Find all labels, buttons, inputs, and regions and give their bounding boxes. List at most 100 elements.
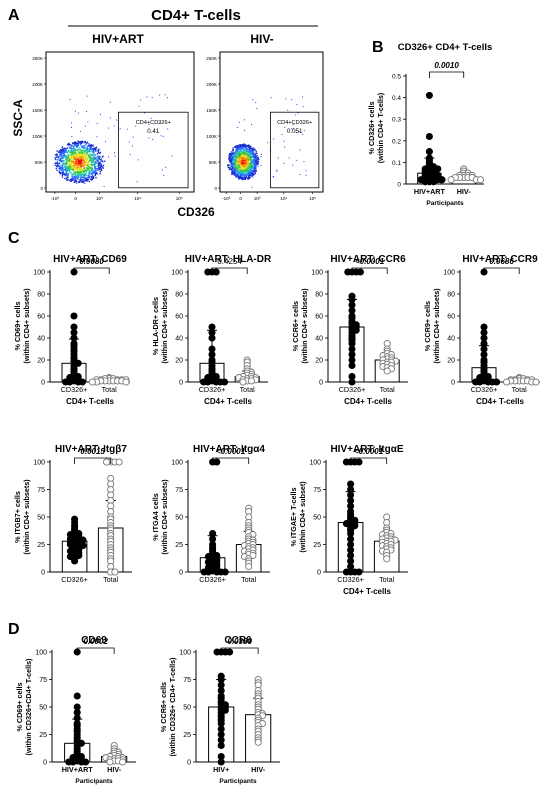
flow-event-dot: [237, 157, 240, 160]
flow-event-dot: [235, 153, 237, 156]
flow-event-dot: [79, 144, 82, 146]
chart-c1: HIV+ART: CD69 0 20 40 60 80 100 % CD69+ cells (w…: [13, 254, 130, 406]
flow-event-dot: [236, 149, 238, 151]
flow-event-dot: [276, 170, 278, 172]
flow-event-dot: [164, 94, 166, 96]
flow-event-dot: [75, 152, 77, 154]
flow-event-dot: [248, 151, 250, 154]
flow-event-dot: [92, 145, 94, 147]
flow-event-dot: [63, 163, 65, 165]
flow-event-dot: [79, 159, 82, 161]
panel-a-group-hiv-neg: HIV-: [250, 32, 273, 46]
flow-event-dot: [98, 164, 100, 167]
flow-event-dot: [77, 168, 80, 170]
flow-event-dot: [88, 143, 90, 145]
flow-event-dot: [84, 183, 86, 184]
flow-event-dot: [85, 169, 88, 172]
flow-event-dot: [64, 166, 66, 168]
flow-event-dot: [81, 155, 83, 157]
flow-event-dot: [243, 158, 245, 160]
flow-event-dot: [74, 173, 77, 175]
flow-event-dot: [253, 164, 256, 166]
flow-event-dot: [92, 160, 94, 162]
x-category-label: Total: [241, 575, 257, 584]
y-tick-label: 0: [319, 380, 323, 387]
flow-event-dot: [71, 177, 73, 180]
flow-event-dot: [255, 163, 257, 166]
flow-event-dot: [82, 164, 85, 166]
flow-event-dot: [65, 175, 68, 177]
flow-event-dot: [235, 148, 237, 151]
flow-event-dot: [63, 169, 66, 171]
flow-event-dot: [249, 163, 251, 166]
flow-event-dot: [253, 167, 256, 169]
flow-event-dot: [79, 174, 81, 177]
flow-event-dot: [62, 152, 64, 155]
flow-event-dot: [93, 159, 95, 161]
flow-event-dot: [69, 171, 72, 174]
flow-event-dot: [171, 155, 173, 157]
flow-event-dot: [234, 162, 237, 164]
flow-event-dot: [84, 170, 86, 173]
flow-event-dot: [277, 157, 279, 159]
flow-event-dot: [231, 173, 233, 175]
flow-event-dot: [77, 162, 79, 165]
flow-event-dot: [56, 156, 58, 158]
flow-event-dot: [85, 143, 87, 146]
flow-event-dot: [90, 158, 93, 160]
flow-event-dot: [61, 173, 64, 175]
flow-event-dot: [59, 171, 62, 174]
flow-event-dot: [292, 164, 294, 166]
flow-gate: [270, 111, 320, 189]
flow-event-dot: [66, 168, 68, 170]
flow-event-dot: [243, 155, 245, 157]
data-point: [438, 176, 446, 184]
flow-event-dot: [62, 154, 65, 156]
flow-event-dot: [252, 152, 254, 154]
flow-event-dot: [283, 162, 285, 164]
flow-event-dot: [61, 160, 63, 162]
y-tick-label: 0: [179, 570, 183, 577]
flow-event-dot: [101, 160, 103, 162]
flow-event-dot: [93, 147, 95, 149]
flow-event-dot: [298, 131, 300, 132]
flow-event-dot: [273, 138, 275, 140]
flow-event-dot: [240, 145, 242, 147]
flow-event-dot: [240, 156, 242, 158]
flow-event-dot: [71, 144, 73, 146]
flow-event-dot: [167, 128, 169, 130]
flow-event-dot: [242, 165, 244, 167]
flow-event-dot: [56, 169, 58, 171]
flow-event-dot: [239, 174, 242, 176]
flow-event-dot: [247, 166, 249, 168]
y-axis-label: (within CD4+ T-cells): [376, 92, 385, 163]
flow-event-dot: [244, 172, 247, 175]
flow-event-dot: [84, 174, 86, 176]
flow-event-dot: [77, 165, 80, 167]
flow-event-dot: [233, 165, 235, 167]
flow-event-dot: [237, 146, 240, 148]
flow-event-dot: [90, 167, 92, 169]
flow-event-dot: [61, 150, 63, 152]
flow-event-dot: [94, 161, 97, 163]
x-category-label: HIV+ART: [414, 187, 446, 196]
flow-event-dot: [251, 174, 254, 177]
flow-event-dot: [91, 154, 93, 157]
flow-event-dot: [98, 148, 100, 151]
flow-event-dot: [253, 157, 255, 159]
flow-event-dot: [108, 127, 110, 129]
data-point: [476, 176, 485, 184]
flow-event-dot: [291, 128, 292, 130]
y-tick-label: 25: [175, 542, 183, 549]
flow-event-dot: [79, 160, 81, 163]
flow-event-dot: [98, 157, 100, 160]
flow-event-dot: [69, 156, 72, 158]
flow-event-dot: [238, 158, 241, 160]
flow-event-dot: [86, 178, 88, 180]
flow-event-dot: [85, 154, 87, 156]
data-point: [212, 268, 220, 276]
flow-event-dot: [70, 162, 72, 164]
flow-event-dot: [247, 151, 249, 153]
flow-event-dot: [239, 170, 241, 173]
